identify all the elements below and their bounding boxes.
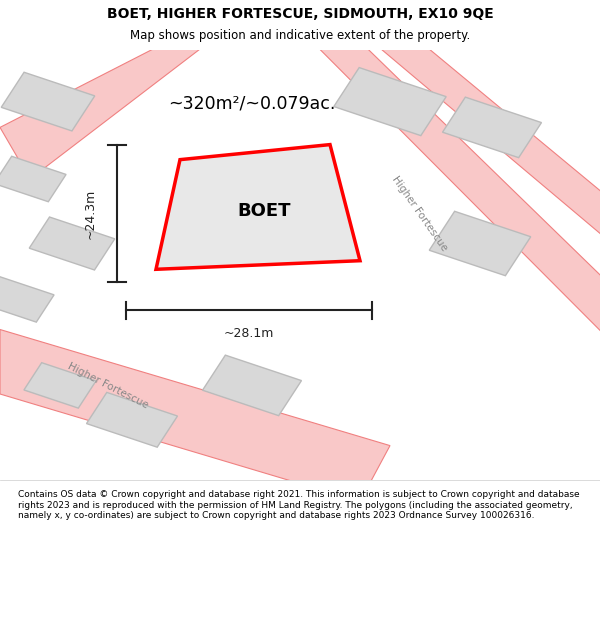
Polygon shape <box>203 355 301 416</box>
Text: ~320m²/~0.079ac.: ~320m²/~0.079ac. <box>169 95 335 112</box>
Polygon shape <box>0 329 390 501</box>
Text: BOET: BOET <box>237 202 291 220</box>
Polygon shape <box>29 217 115 270</box>
Polygon shape <box>372 41 600 244</box>
Polygon shape <box>1 72 95 131</box>
Text: Map shows position and indicative extent of the property.: Map shows position and indicative extent… <box>130 29 470 42</box>
Polygon shape <box>334 68 446 136</box>
Polygon shape <box>156 144 360 269</box>
Text: BOET, HIGHER FORTESCUE, SIDMOUTH, EX10 9QE: BOET, HIGHER FORTESCUE, SIDMOUTH, EX10 9… <box>107 7 493 21</box>
Polygon shape <box>0 41 210 179</box>
Polygon shape <box>429 211 531 276</box>
Polygon shape <box>24 362 96 408</box>
Text: Contains OS data © Crown copyright and database right 2021. This information is : Contains OS data © Crown copyright and d… <box>18 490 580 520</box>
Polygon shape <box>0 156 66 202</box>
Text: ~24.3m: ~24.3m <box>83 188 97 239</box>
Polygon shape <box>86 392 178 448</box>
Text: Higher Fortescue: Higher Fortescue <box>391 174 449 253</box>
Text: Higher Fortescue: Higher Fortescue <box>66 361 150 410</box>
Text: ~28.1m: ~28.1m <box>224 328 274 340</box>
Polygon shape <box>312 41 600 342</box>
Polygon shape <box>443 97 541 158</box>
Polygon shape <box>0 277 54 322</box>
